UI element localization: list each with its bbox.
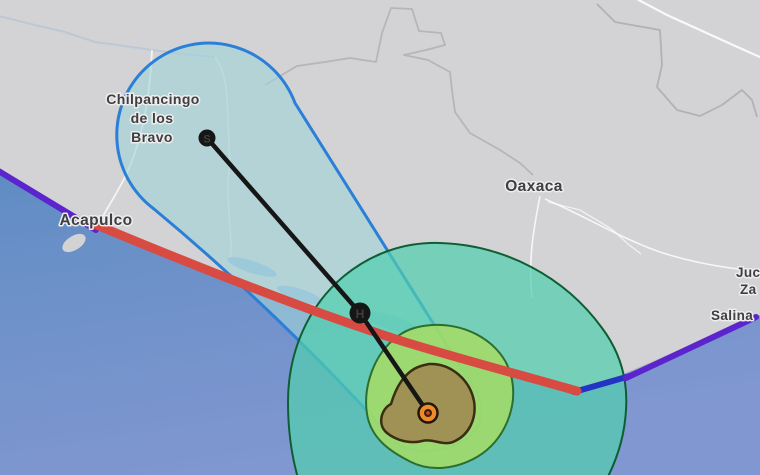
acapulco-peninsula [62, 233, 86, 253]
road-oaxaca-juchitan [544, 198, 749, 271]
label-chilpancingo-line2: de los [131, 110, 174, 126]
state-boundary-central [264, 7, 534, 176]
ts-warning-line [571, 373, 633, 395]
tropical-storm-letter: S [203, 134, 210, 146]
hurricane-letter: H [356, 307, 365, 321]
hurricane-circle-icon [349, 302, 371, 324]
state-boundary-east [596, 3, 758, 118]
label-juchitan-line1: Juc [736, 265, 760, 280]
watch-line-west [0, 168, 99, 233]
forecast-point-hurricane[interactable]: H [349, 302, 371, 324]
current-position-core-icon [426, 411, 430, 415]
watch-line-east [623, 314, 759, 381]
hurricane-warning-line [82, 216, 582, 396]
label-salina: Salina [711, 308, 753, 323]
forecast-point-tropical-storm[interactable]: S [198, 129, 216, 147]
label-juchitan-line2: Za [740, 282, 757, 297]
label-acapulco: Acapulco [60, 212, 133, 229]
label-chilpancingo-line3: Bravo [131, 129, 173, 145]
label-oaxaca: Oaxaca [505, 178, 563, 195]
current-position-marker[interactable] [417, 402, 439, 424]
storm-circle-icon [198, 129, 216, 147]
road-northeast [636, 0, 760, 59]
label-chilpancingo-line1: Chilpancingo [106, 91, 199, 107]
road-oaxaca-southeast [547, 201, 642, 255]
